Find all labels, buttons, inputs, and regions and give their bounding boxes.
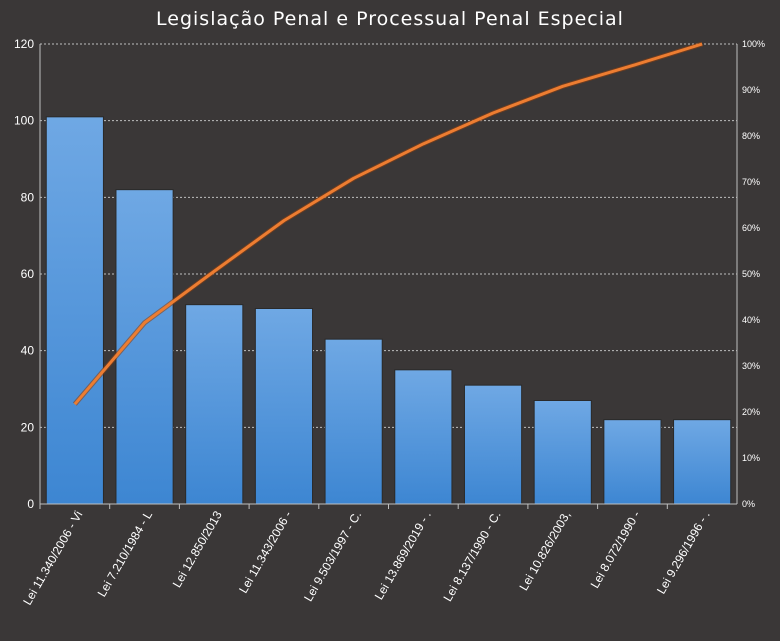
bar xyxy=(603,419,662,505)
y2-tick-label: 90% xyxy=(742,85,760,95)
cumulative-line-path xyxy=(73,42,703,406)
bars xyxy=(45,116,732,505)
chart-title: Legislação Penal e Processual Penal Espe… xyxy=(156,8,624,30)
y-tick-label: 60 xyxy=(21,267,35,281)
y-tick-label: 100 xyxy=(14,114,34,128)
x-tick-label: Lei 9.296/1996 - . xyxy=(654,509,713,597)
x-tick-label: Lei 12.850/2013 xyxy=(170,508,225,590)
bar xyxy=(463,384,523,505)
x-tick-label: Lei 9.503/1997 - C. xyxy=(301,509,364,604)
cumulative-line xyxy=(72,41,703,406)
bar xyxy=(45,116,104,505)
x-tick-label: Lei 8.137/1990 - C. xyxy=(440,509,503,604)
bar xyxy=(115,189,174,505)
y-tick-label: 40 xyxy=(21,344,35,358)
y2-tick-label: 100% xyxy=(742,39,765,49)
x-tick-label: Lei 11.343/2006 - xyxy=(236,509,294,596)
bar xyxy=(394,369,453,505)
x-tick-label: Lei 8.072/1990 - xyxy=(588,509,643,591)
y-tick-label: 0 xyxy=(27,497,34,511)
y2-tick-label: 30% xyxy=(742,361,760,371)
bar xyxy=(324,338,383,505)
y-tick-label: 120 xyxy=(14,37,34,51)
x-tick-label: Lei 10.826/2003, xyxy=(517,509,574,593)
y2-tick-label: 60% xyxy=(742,223,760,233)
x-tick-label: Lei 11.340/2006 - Vi xyxy=(20,509,85,608)
bar xyxy=(254,308,314,505)
y-tick-label: 20 xyxy=(21,420,35,434)
x-tick-label: Lei 7.210/1984 - L xyxy=(95,508,156,599)
y2-tick-label: 70% xyxy=(742,177,760,187)
y2-tick-label: 0% xyxy=(742,499,755,509)
bar xyxy=(533,400,592,505)
x-tick-label: Lei 13.869/2019 - . xyxy=(372,508,434,602)
y2-tick-label: 50% xyxy=(742,269,760,279)
bar xyxy=(673,419,732,505)
bar xyxy=(185,304,244,505)
y2-tick-label: 40% xyxy=(742,315,760,325)
y2-tick-label: 20% xyxy=(742,407,760,417)
y2-tick-label: 80% xyxy=(742,131,760,141)
y2-tick-label: 10% xyxy=(742,453,760,463)
y-tick-label: 80 xyxy=(21,190,35,204)
